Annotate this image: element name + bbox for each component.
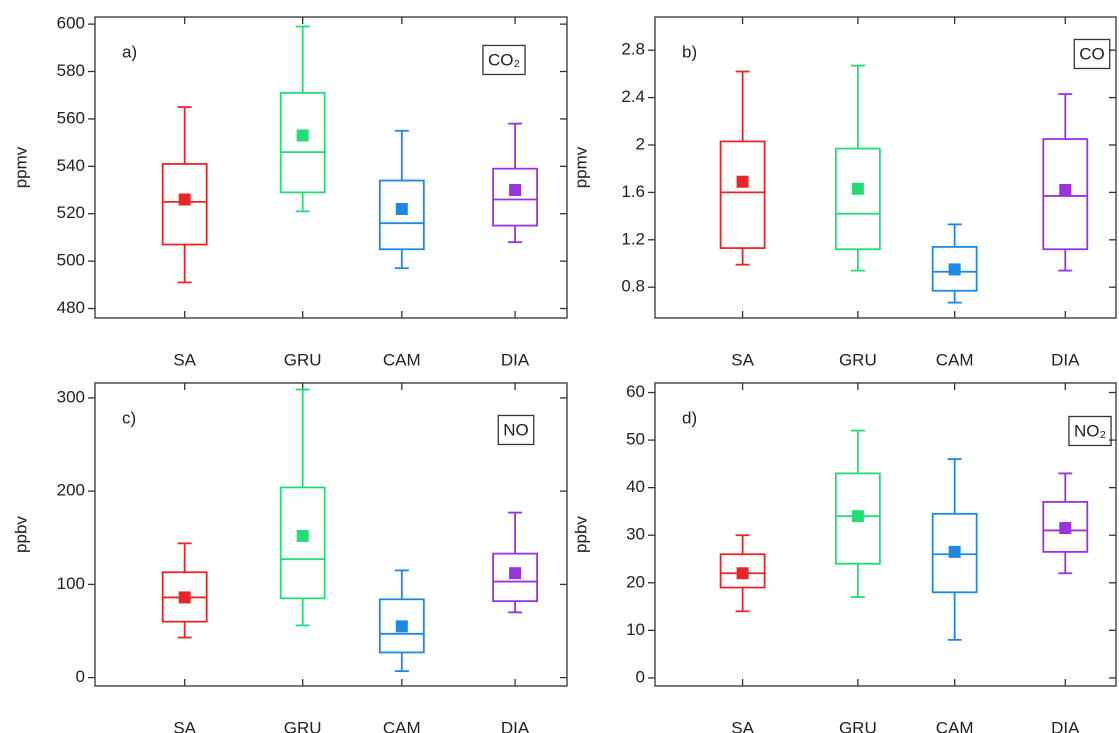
mean-marker [395,202,408,215]
y-tick-label: 0.8 [621,277,645,296]
y-tick-label: 500 [57,251,85,270]
plot-frame [94,382,568,687]
x-tick-label: CAM [936,350,974,369]
y-tick-label: 200 [57,481,85,500]
box [492,167,538,227]
annotation: CO₂ [488,50,520,69]
mean-marker [509,184,522,197]
y-tick-label: 300 [57,387,85,406]
mean-marker [736,175,749,188]
box [719,140,766,249]
box [279,91,326,194]
box [1042,138,1089,251]
annotation-box [1068,415,1112,447]
plot-frame [94,16,568,319]
panel-label: b) [682,42,697,61]
plot-frame [654,382,1117,687]
x-tick-label: DIA [1051,718,1080,733]
y-tick-label: 10 [626,620,645,639]
mean-marker [948,263,961,276]
mean-marker [296,129,309,142]
box [931,512,978,594]
x-tick-label: GRU [284,350,322,369]
x-tick-label: DIA [1051,350,1080,369]
mean-marker [395,620,408,633]
y-axis-label: ppmv [571,146,590,188]
x-tick-label: CAM [383,718,421,733]
y-tick-label: 2 [636,134,645,153]
x-tick-label: SA [731,350,754,369]
box [378,598,425,654]
panel-label: d) [682,408,697,427]
y-tick-label: 30 [626,525,645,544]
y-axis-label: ppbv [11,516,30,553]
y-tick-label: 40 [626,477,645,496]
mean-marker [296,529,309,542]
y-tick-label: 480 [57,298,85,317]
y-tick-label: 520 [57,203,85,222]
y-tick-label: 560 [57,108,85,127]
y-tick-label: 60 [626,382,645,401]
annotation-box [1073,38,1111,70]
y-tick-label: 0 [636,667,645,686]
mean-marker [851,510,864,523]
annotation: CO [1079,44,1105,63]
x-tick-label: GRU [284,718,322,733]
panel-label: c) [122,408,136,427]
mean-marker [1059,184,1072,197]
box [378,179,425,251]
box [279,486,326,600]
x-tick-label: SA [731,718,754,733]
box [719,553,766,589]
y-tick-label: 0 [76,667,85,686]
mean-marker [851,182,864,195]
x-tick-label: DIA [501,350,530,369]
x-tick-label: SA [173,718,196,733]
mean-marker [178,591,191,604]
mean-marker [178,193,191,206]
plot-frame [654,16,1117,319]
y-axis-label: ppbv [571,516,590,553]
mean-marker [736,567,749,580]
y-tick-label: 100 [57,574,85,593]
annotation: NO [503,420,529,439]
box [931,245,978,292]
x-tick-label: GRU [839,350,877,369]
mean-marker [509,567,522,580]
y-tick-label: 2.8 [621,40,645,59]
y-axis-label: ppmv [11,146,30,188]
box [1042,501,1089,553]
annotation: NO₂ [1074,421,1106,440]
panel-label: a) [122,42,137,61]
x-tick-label: CAM [383,350,421,369]
box [492,552,538,603]
x-tick-label: SA [173,350,196,369]
y-tick-label: 1.6 [621,182,645,201]
box [834,147,881,251]
y-tick-label: 580 [57,61,85,80]
mean-marker [948,545,961,558]
box [161,163,208,246]
x-tick-label: DIA [501,718,530,733]
y-tick-label: 2.4 [621,87,645,106]
annotation-box [482,44,526,76]
mean-marker [1059,522,1072,535]
x-tick-label: GRU [839,718,877,733]
box [834,472,881,565]
y-tick-label: 20 [626,572,645,591]
y-tick-label: 600 [57,14,85,33]
annotation-box [497,414,535,446]
x-tick-label: CAM [936,718,974,733]
y-tick-label: 540 [57,156,85,175]
y-tick-label: 1.2 [621,229,645,248]
y-tick-label: 50 [626,430,645,449]
